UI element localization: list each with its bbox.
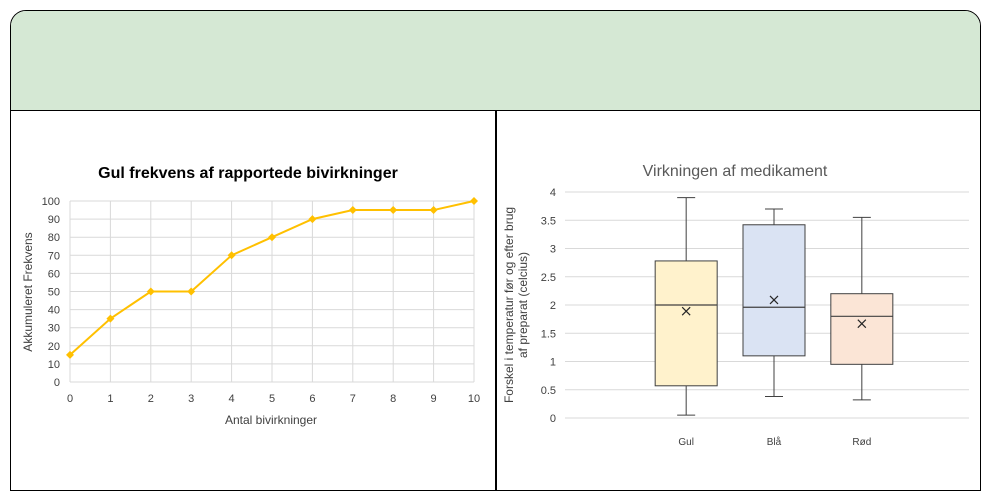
box-chart-y-tick-label: 3 xyxy=(550,244,556,256)
line-chart-y-tick-label: 40 xyxy=(48,305,60,317)
line-chart-x-tick-label: 10 xyxy=(468,393,480,405)
line-chart-data-point xyxy=(227,251,236,260)
box-chart-y-tick-label: 2.5 xyxy=(541,272,556,284)
line-chart-data-point xyxy=(268,233,276,242)
box-chart-y-tick-label: 0.5 xyxy=(541,385,556,397)
line-chart-data-point xyxy=(470,197,478,205)
line-chart-y-axis-label: Akkumuleret Frekvens xyxy=(21,232,35,351)
line-chart-x-tick-label: 7 xyxy=(350,393,356,405)
line-chart-y-tick-label: 60 xyxy=(48,268,60,280)
box-category-label: Rød xyxy=(852,437,871,448)
box-group: Gul xyxy=(654,197,718,448)
line-chart-y-tick-label: 80 xyxy=(48,232,60,244)
line-chart-data-point xyxy=(187,287,196,296)
line-chart-y-tick-label: 90 xyxy=(48,214,60,226)
box-chart-y-tick-label: 0 xyxy=(550,413,556,425)
box-chart-y-axis-label-line-2: af preparat (celcius) xyxy=(516,252,530,358)
box-rect xyxy=(742,224,806,357)
line-chart-y-tick-label: 10 xyxy=(48,359,60,371)
line-chart-data-point xyxy=(348,206,357,215)
box-plot-chart: Virkningen af medikament Forskel i tempe… xyxy=(502,163,969,448)
line-chart-y-tick-label: 70 xyxy=(48,250,60,262)
line-chart-data-point xyxy=(106,314,115,323)
box-chart-title: Virkningen af medikament xyxy=(643,163,828,180)
line-chart-data-point xyxy=(429,206,438,215)
line-chart-data-point xyxy=(308,215,317,224)
box-chart-y-tick-label: 1.5 xyxy=(541,328,556,340)
box-category-label: Gul xyxy=(678,437,694,448)
line-chart-y-tick-label: 30 xyxy=(48,323,60,335)
line-chart-data-point xyxy=(146,287,155,296)
slide-frame xyxy=(10,10,981,491)
line-chart-x-tick-label: 3 xyxy=(188,393,194,405)
line-chart-x-tick-label: 9 xyxy=(431,393,437,405)
box-rect xyxy=(654,260,718,387)
box-category-label: Blå xyxy=(767,436,782,448)
line-chart-x-tick-label: 8 xyxy=(390,393,396,405)
line-chart-x-tick-label: 2 xyxy=(148,393,154,405)
line-chart-data-point xyxy=(66,350,74,359)
box-mean-marker xyxy=(857,319,867,329)
box-group: Blå xyxy=(742,208,806,448)
box-group: Rød xyxy=(830,216,894,448)
line-chart-x-tick-label: 1 xyxy=(107,393,113,405)
box-chart-y-tick-label: 4 xyxy=(550,187,556,199)
box-rect xyxy=(830,293,894,365)
line-chart-y-tick-label: 20 xyxy=(48,341,60,353)
line-chart-x-tick-label: 4 xyxy=(229,393,235,405)
box-chart-y-axis-label-line-1: Forskel i temperatur før og efter brug xyxy=(502,207,516,403)
box-chart-y-tick-label: 2 xyxy=(550,300,556,312)
line-chart-y-tick-label: 100 xyxy=(42,196,60,208)
line-chart: Gul frekvens af rapportede bivirkninger … xyxy=(21,165,480,427)
line-chart-y-tick-label: 0 xyxy=(54,377,60,389)
panel-divider xyxy=(495,111,497,490)
line-chart-title: Gul frekvens af rapportede bivirkninger xyxy=(98,165,398,182)
line-chart-x-tick-label: 0 xyxy=(67,393,73,405)
line-chart-y-tick-label: 50 xyxy=(48,287,60,299)
header-banner xyxy=(11,11,980,111)
line-chart-x-axis-label: Antal bivirkninger xyxy=(225,413,317,427)
line-chart-data-point xyxy=(389,206,398,215)
box-mean-marker xyxy=(681,306,691,316)
line-chart-x-tick-label: 6 xyxy=(309,393,315,405)
box-mean-marker xyxy=(769,295,779,305)
box-chart-y-tick-label: 1 xyxy=(550,357,556,369)
box-chart-y-tick-label: 3.5 xyxy=(541,215,556,227)
line-chart-x-tick-label: 5 xyxy=(269,393,275,405)
